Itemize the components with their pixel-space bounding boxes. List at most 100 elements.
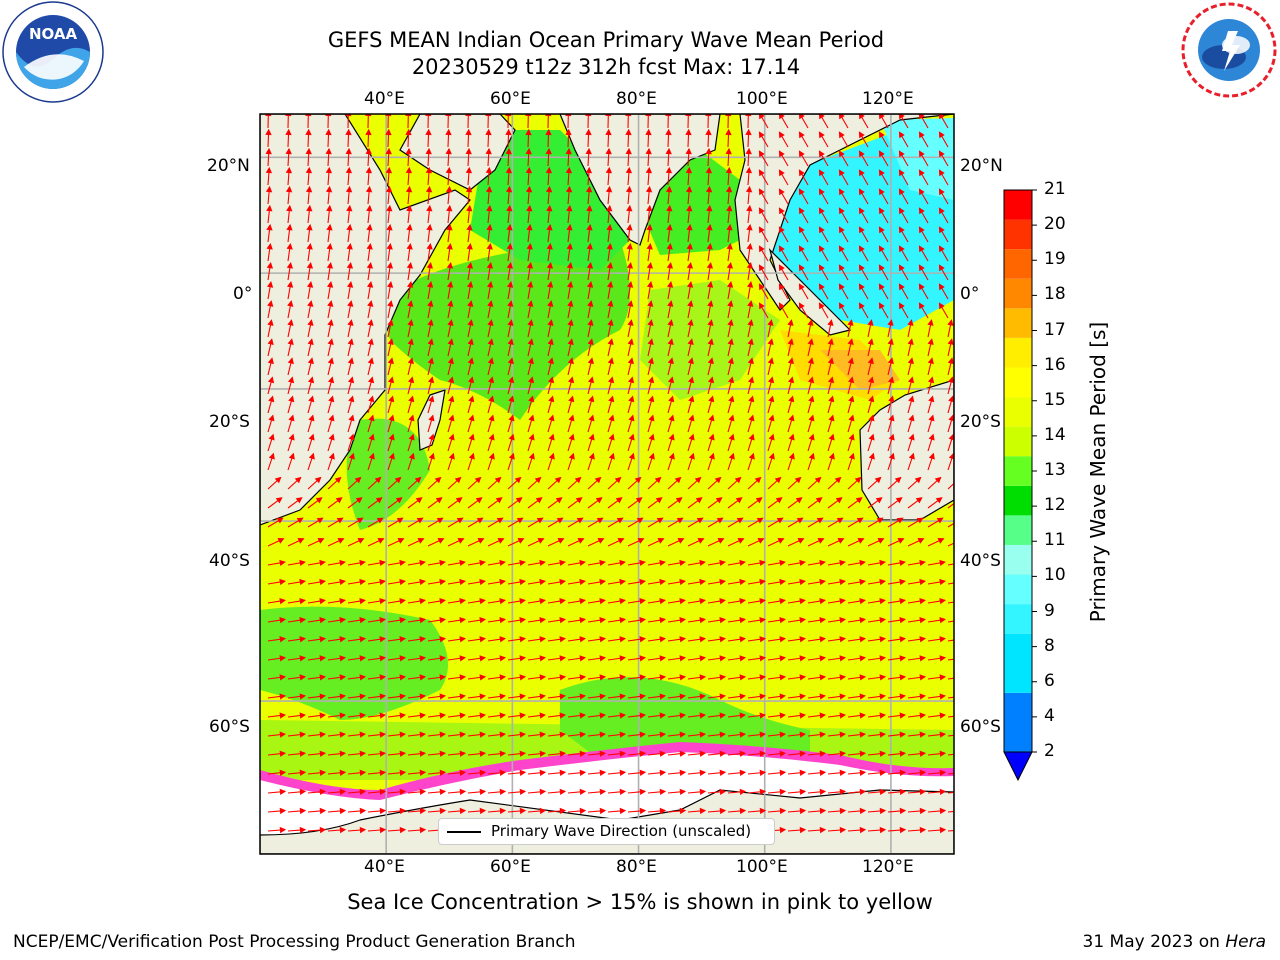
wave-direction-arrowhead (668, 414, 675, 422)
wave-direction-arrowhead (307, 357, 314, 365)
wave-direction-arrowhead (339, 693, 347, 700)
wave-direction-arrowhead (546, 223, 553, 231)
wave-direction-arrowhead (539, 559, 546, 567)
wave-direction-arrowhead (726, 204, 733, 212)
wave-direction-arrowhead (499, 731, 507, 738)
wave-direction-arrowhead (519, 769, 527, 776)
wave-direction-arrowhead (406, 262, 414, 269)
wave-direction-arrowhead (656, 517, 664, 524)
wave-direction-arrowhead (758, 169, 765, 177)
wave-direction-arrowhead (466, 281, 474, 288)
wave-direction-arrowhead (279, 636, 287, 643)
wave-direction-arrowhead (960, 637, 965, 641)
wave-direction-arrowhead (379, 712, 387, 719)
wave-direction-arrowhead (279, 731, 287, 738)
wave-direction-arrowhead (407, 357, 414, 365)
wave-direction-arrowhead (645, 128, 652, 136)
wave-direction-arrowhead (539, 578, 546, 586)
wave-direction-arrowhead (659, 693, 667, 700)
wave-direction-arrowhead (679, 617, 686, 624)
wave-direction-arrowhead (879, 674, 887, 681)
wave-direction-arrowhead (459, 559, 466, 567)
wave-direction-arrowhead (307, 300, 314, 307)
wave-direction-arrowhead (674, 476, 682, 484)
wave-direction-arrowhead (819, 769, 827, 776)
wave-direction-arrowhead (799, 597, 806, 605)
wave-direction-arrowhead (567, 300, 574, 307)
wave-direction-arrowhead (708, 414, 715, 422)
lon-tick-bottom-80: 80°E (616, 857, 657, 877)
wave-direction-arrowhead (499, 636, 507, 643)
wave-direction-arrowhead (797, 538, 805, 544)
wave-direction-arrowhead (359, 750, 367, 757)
wave-direction-vectors (265, 114, 965, 834)
wave-direction-arrowhead (419, 693, 427, 700)
wave-direction-arrowhead (499, 807, 507, 815)
wave-direction-arrowhead (648, 433, 655, 441)
wave-direction-arrowhead (665, 128, 672, 136)
wave-direction-arrowhead (567, 376, 575, 384)
colorbar-band (1004, 692, 1032, 752)
wave-direction-arrowhead (519, 578, 526, 586)
wave-direction-arrowhead (479, 788, 487, 796)
wave-direction-arrowhead (548, 395, 555, 403)
wave-direction-arrowhead (858, 188, 865, 196)
wave-direction-arrowhead (575, 497, 583, 504)
wave-direction-arrowhead (608, 452, 615, 460)
wave-direction-arrow (947, 696, 954, 699)
wave-direction-arrowhead (326, 223, 333, 231)
wave-direction-arrowhead (899, 693, 907, 700)
wave-direction-arrowhead (779, 788, 787, 796)
wave-direction-arrowhead (447, 338, 454, 346)
wave-direction-arrowhead (425, 128, 432, 136)
wave-direction-arrowhead (899, 617, 906, 624)
wave-direction-arrowhead (359, 731, 367, 738)
wave-direction-arrowhead (907, 319, 914, 326)
wave-direction-arrowhead (938, 131, 945, 139)
wave-direction-arrowhead (499, 769, 507, 776)
wave-direction-arrowhead (716, 517, 724, 524)
wave-direction-arrowhead (474, 476, 482, 484)
colorbar-tick-label: 12 (1044, 495, 1066, 516)
wave-direction-arrowhead (619, 617, 626, 624)
wave-direction-arrowhead (399, 731, 407, 738)
wave-direction-arrowhead (795, 497, 803, 504)
wave-direction-arrowhead (679, 788, 687, 796)
wave-direction-arrowhead (687, 300, 694, 307)
wave-direction-arrowhead (517, 538, 525, 544)
wave-direction-arrowhead (758, 131, 765, 139)
wave-direction-arrowhead (586, 242, 593, 250)
wave-direction-arrowhead (407, 300, 414, 307)
wave-direction-arrowhead (794, 476, 802, 484)
wave-direction-arrowhead (368, 433, 375, 441)
wave-direction-arrowhead (818, 226, 825, 234)
wave-direction-arrowhead (747, 319, 754, 326)
wave-direction-arrowhead (879, 788, 887, 796)
wave-direction-arrowhead (388, 433, 395, 441)
wave-direction-arrowhead (559, 636, 567, 643)
wave-direction-arrowhead (679, 712, 687, 719)
wave-direction-arrowhead (808, 433, 815, 441)
wave-direction-arrowhead (687, 376, 695, 384)
wave-direction-arrowhead (426, 262, 434, 269)
wave-direction-arrowhead (938, 302, 945, 310)
wave-direction-arrowhead (486, 204, 493, 212)
wave-direction-arrowhead (288, 433, 295, 441)
wave-direction-arrowhead (668, 433, 675, 441)
wave-direction-arrowhead (808, 452, 815, 460)
wave-direction-arrowhead (736, 517, 744, 524)
wave-direction-arrowhead (758, 245, 765, 253)
wave-direction-arrowhead (419, 788, 427, 796)
wave-direction-arrowhead (767, 338, 774, 346)
wave-direction-arrowhead (719, 597, 726, 605)
wave-direction-arrowhead (287, 319, 294, 326)
wave-direction-arrowhead (779, 655, 787, 662)
wave-direction-arrowhead (506, 223, 513, 231)
wave-direction-arrowhead (319, 788, 327, 796)
wave-direction-arrowhead (505, 147, 512, 155)
wave-direction-arrowhead (899, 655, 907, 662)
wave-direction-arrowhead (327, 357, 334, 365)
lon-tick-top-80: 80°E (616, 89, 657, 109)
wave-direction-arrowhead (485, 128, 492, 136)
wave-direction-arrowhead (266, 262, 274, 269)
